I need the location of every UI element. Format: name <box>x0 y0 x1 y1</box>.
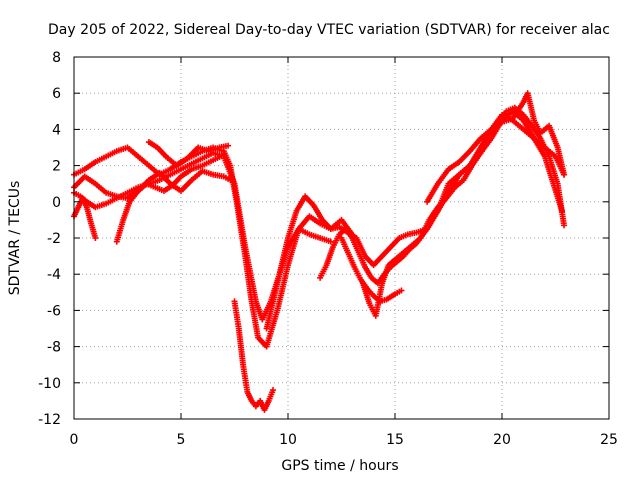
y-axis-label: SDTVAR / TECUs <box>7 181 23 296</box>
y-tick-label: -10 <box>38 376 61 392</box>
chart-title: Day 205 of 2022, Sidereal Day-to-day VTE… <box>48 22 610 38</box>
x-tick-label: 5 <box>177 432 186 448</box>
y-tick-label: -2 <box>47 231 61 247</box>
y-tick-label: -8 <box>47 340 61 356</box>
series-track-10 <box>338 235 405 305</box>
x-tick-label: 10 <box>279 432 297 448</box>
y-tick-label: 6 <box>52 86 61 102</box>
series-track-8 <box>263 111 568 332</box>
series-track-5 <box>113 151 227 245</box>
y-tick-labels: -12 -10 -8 -6 -4 -2 0 2 4 6 8 <box>38 50 61 428</box>
y-tick-label: -6 <box>47 303 61 319</box>
series-track-3 <box>71 195 99 241</box>
x-tick-label: 15 <box>386 432 404 448</box>
series-track-4 <box>71 168 234 202</box>
y-tick-label: -12 <box>38 412 61 428</box>
y-tick-label: -4 <box>47 267 61 283</box>
y-tick-label: 8 <box>52 50 61 66</box>
series-track-6 <box>145 139 232 169</box>
y-tick-label: 2 <box>52 159 61 175</box>
x-tick-label: 0 <box>70 432 79 448</box>
y-tick-label: 4 <box>52 122 61 138</box>
x-tick-label: 20 <box>493 432 511 448</box>
series-track-11 <box>359 104 568 319</box>
series-track-7 <box>231 298 277 413</box>
data-points <box>71 90 568 413</box>
series-track-12 <box>424 90 568 205</box>
axis-ticks <box>73 56 610 420</box>
y-tick-label: 0 <box>52 195 61 211</box>
series-track-2 <box>71 149 334 323</box>
x-axis-label: GPS time / hours <box>281 458 398 474</box>
x-tick-label: 25 <box>600 432 618 448</box>
x-tick-labels: 0 5 10 15 20 25 <box>70 432 618 448</box>
